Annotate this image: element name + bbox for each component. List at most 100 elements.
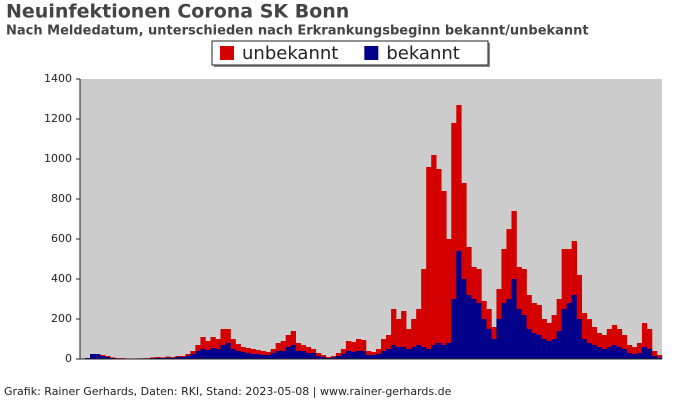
bar-segment [315,356,322,359]
y-tick-label: 200 [51,312,72,325]
bar-segment [240,352,246,359]
bar-segment [295,351,302,359]
bar-segment [531,333,537,359]
bar-segment [265,352,271,355]
bar-segment [551,315,557,339]
bar-segment [636,353,643,359]
bar-segment [260,355,266,359]
bar-segment [556,299,562,331]
bar-segment [521,269,527,315]
bar-segment [396,347,402,359]
bar-segment [285,335,292,347]
bar-segment [456,105,462,251]
bar-segment [416,309,422,345]
bar-segment [220,345,226,359]
bar-segment [225,343,231,359]
bar-segment [245,353,251,359]
bar-segment [506,229,512,299]
bar-segment [391,345,397,359]
bar-segment [360,340,367,351]
bar-segment [160,357,166,358]
bar-segment [566,249,572,303]
bar-segment [240,347,246,352]
bar-segment [431,345,437,359]
y-tick-label: 0 [65,352,72,365]
bar-segment [591,327,598,345]
bar-segment [546,323,552,341]
bar-segment [401,311,407,347]
bar-segment [260,351,266,355]
bar-segment [551,339,557,359]
bar-segment [320,357,327,359]
bar-segment [561,309,567,359]
bar-segment [215,349,221,359]
bar-segment [355,339,362,351]
bar-segment [255,350,261,354]
bar-segment [581,339,588,359]
bar-segment [170,357,176,359]
bar-segment [591,345,598,359]
bar-segment [526,295,532,329]
bar-segment [411,319,417,347]
bar-segment [265,355,271,359]
bar-segment [205,350,211,359]
bar-segment [586,343,593,359]
y-tick-label: 1000 [44,152,72,165]
bar-segment [225,329,231,343]
bar-segment [556,331,562,359]
bar-segment [491,339,497,359]
bar-segment [656,357,663,359]
bar-segment [516,309,522,359]
bar-segment [631,347,638,354]
bar-segment [345,351,352,359]
bar-segment [506,299,512,359]
bar-segment [185,354,191,356]
bar-segment [486,329,492,359]
bar-segment [421,269,427,347]
bar-segment [526,329,532,359]
bar-segment [566,303,572,359]
bar-segment [431,155,437,345]
bar-segment [571,241,578,295]
bar-segment [335,356,342,359]
bar-segment [305,347,312,353]
bar-segment [416,345,422,359]
bar-segment [461,183,467,279]
bar-segment [386,349,392,359]
bar-segment [210,337,216,348]
bar-segment [406,329,412,349]
bar-segment [325,357,332,358]
bar-segment [376,349,382,354]
bar-segment [426,349,432,359]
bar-segment [250,349,256,354]
bar-segment [401,347,407,359]
bar-segment [621,349,628,359]
y-tick-label: 600 [51,232,72,245]
bar-segment [531,303,537,333]
bar-segment [290,345,297,359]
bar-segment [446,239,452,343]
bar-segment [536,335,542,359]
bar-segment [571,295,578,359]
bar-segment [441,191,447,345]
bar-segment [646,349,653,359]
bar-segment [481,301,487,319]
bar-segment [576,319,583,359]
bar-segment [386,335,392,349]
bar-segment [606,329,613,347]
bar-segment [426,167,432,349]
legend-swatch [364,46,379,60]
bar-segment [461,279,467,359]
bar-segment [295,343,302,351]
legend-label: bekannt [386,43,460,64]
bar-segment [371,355,377,359]
bar-segment [185,356,191,359]
bar-segment [300,345,307,351]
bar-segment [100,356,106,359]
bar-segment [205,341,211,350]
bar-segment [451,123,457,299]
bar-segment [496,289,502,319]
bar-segment [315,353,322,356]
bar-segment [235,344,241,351]
bar-segment [496,319,502,359]
